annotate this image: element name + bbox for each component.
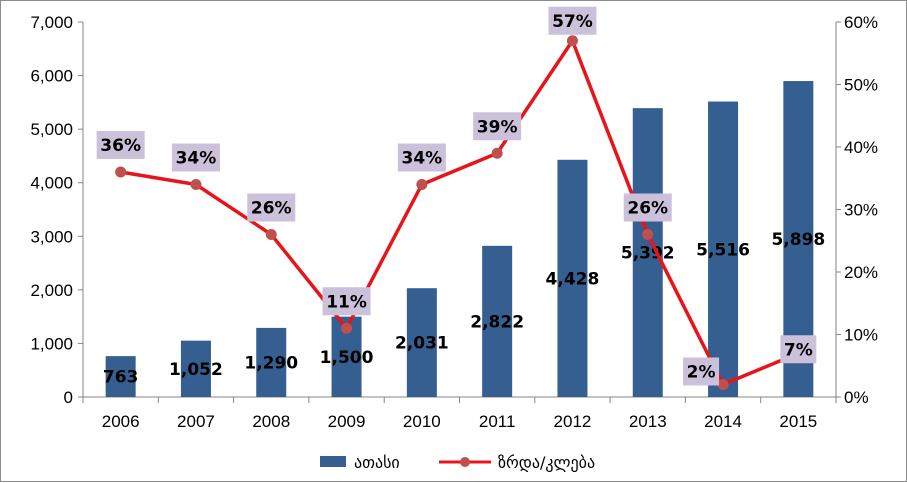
axes: 0 1,000 2,000 3,000 4,000 5,000 6,000 7,000 0% 10… xyxy=(30,13,878,431)
percent-label: 11% xyxy=(326,292,367,312)
left-tick-label: 0 xyxy=(64,388,73,407)
left-tick-label: 4,000 xyxy=(30,174,73,193)
left-tick-label: 1,000 xyxy=(30,334,73,353)
percent-label: 39% xyxy=(477,117,518,137)
right-tick-label: 60% xyxy=(844,13,878,32)
percent-label: 34% xyxy=(176,149,217,169)
bar xyxy=(482,245,513,397)
percent-label-box xyxy=(322,287,371,316)
percent-label: 7% xyxy=(784,340,813,360)
bar xyxy=(406,288,437,397)
legend: ათასი ზრდა/კლება xyxy=(320,453,595,472)
growth-line-path xyxy=(120,39,800,387)
right-tick-label: 50% xyxy=(844,76,878,95)
x-tick-label: 2007 xyxy=(177,412,215,431)
bar xyxy=(105,356,136,397)
x-tick-label: 2006 xyxy=(102,412,140,431)
percent-label-box xyxy=(473,112,522,141)
percent-label: 57% xyxy=(552,12,593,32)
line-point xyxy=(265,229,277,240)
line-point xyxy=(341,322,353,334)
bar-value-label: 5,392 xyxy=(621,244,675,264)
bar xyxy=(557,159,588,397)
percent-label: 26% xyxy=(251,199,292,219)
x-tick-label: 2009 xyxy=(328,412,366,431)
percent-label-box xyxy=(397,143,446,172)
legend-marker xyxy=(460,457,470,467)
bar-value-label: 1,052 xyxy=(169,360,223,380)
bar-value-label: 763 xyxy=(103,368,139,388)
bar-value-label: 2,822 xyxy=(470,312,524,332)
percent-label-box xyxy=(171,143,220,172)
legend-label-line: ზრდა/კლება xyxy=(498,453,595,472)
right-tick-label: 10% xyxy=(844,326,878,345)
percent-label-box xyxy=(96,131,145,159)
bar-labels: 763 1,052 1,290 1,500 2,031 2,822 4,428 5,392 5,… xyxy=(103,230,825,388)
x-tick-label: 2010 xyxy=(403,412,441,431)
x-tick-label: 2011 xyxy=(479,412,516,431)
line-point xyxy=(115,166,127,178)
x-tick-label: 2013 xyxy=(629,412,667,431)
left-tick-label: 7,000 xyxy=(30,13,73,32)
bar xyxy=(708,101,739,397)
percent-label: 36% xyxy=(100,136,141,156)
left-tick-label: 2,000 xyxy=(30,281,73,300)
left-tick-label: 6,000 xyxy=(30,67,73,86)
bar-value-label: 5,898 xyxy=(771,230,825,250)
bar-value-label: 2,031 xyxy=(395,334,449,354)
bar-value-label: 5,516 xyxy=(696,240,750,260)
legend-label-bars: ათასი xyxy=(354,453,400,472)
line-point xyxy=(190,179,202,190)
x-tick-label: 2012 xyxy=(554,412,592,431)
line-point xyxy=(566,35,578,47)
x-tick-label: 2014 xyxy=(704,412,742,431)
left-tick-label: 3,000 xyxy=(30,227,73,246)
percent-label-box xyxy=(780,335,817,364)
right-tick-label: 30% xyxy=(844,201,878,220)
percent-label-box xyxy=(623,193,672,222)
right-tick-label: 0% xyxy=(844,388,869,407)
line-point xyxy=(642,229,654,240)
percent-label: 34% xyxy=(401,149,442,169)
line-point xyxy=(416,179,428,190)
growth-line xyxy=(115,35,804,390)
percent-labels: 36% 34% 26% 11% 34% 39% 57% 26% 2% 7% xyxy=(96,6,817,386)
line-point xyxy=(491,147,503,159)
bar-value-label: 1,290 xyxy=(244,353,298,373)
bar xyxy=(180,340,211,397)
percent-label: 26% xyxy=(627,199,668,219)
right-tick-label: 40% xyxy=(844,138,878,157)
bar-value-label: 4,428 xyxy=(546,269,600,289)
left-tick-label: 5,000 xyxy=(30,120,73,139)
bar-value-label: 1,500 xyxy=(320,348,374,368)
x-tick-label: 2015 xyxy=(779,412,817,431)
bar xyxy=(256,327,287,397)
line-point xyxy=(717,379,729,390)
bars xyxy=(105,81,814,398)
right-tick-label: 20% xyxy=(844,263,878,282)
percent-label-box xyxy=(683,357,720,386)
percent-label-box xyxy=(548,6,597,35)
percent-label: 2% xyxy=(687,363,716,383)
legend-swatch-bars xyxy=(320,456,346,467)
x-tick-label: 2008 xyxy=(252,412,290,431)
percent-label-box xyxy=(247,193,296,222)
